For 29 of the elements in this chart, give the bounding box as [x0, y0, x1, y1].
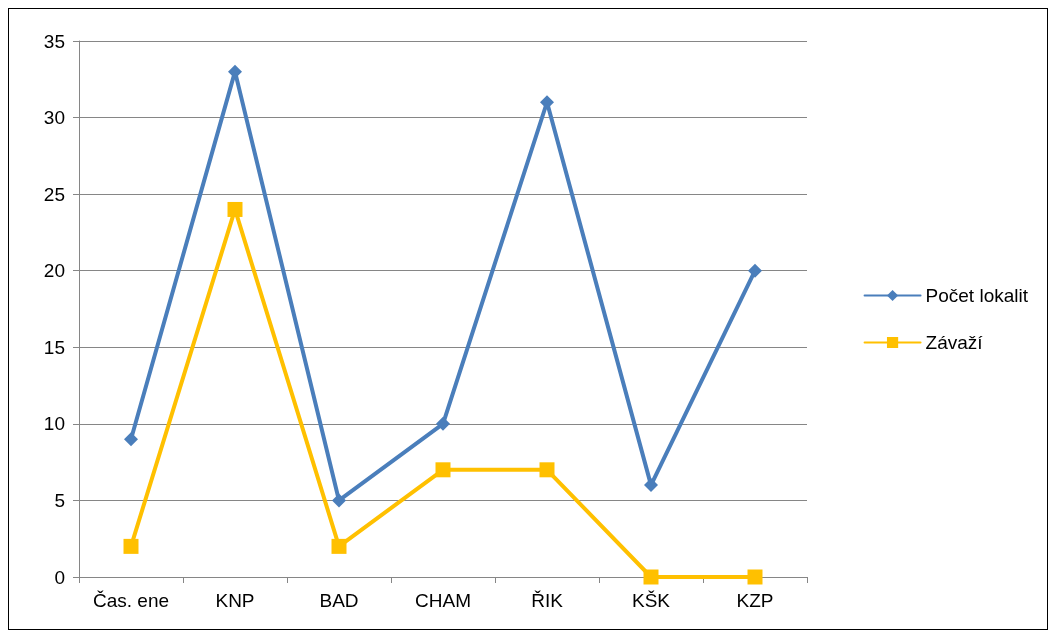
x-tick-label: KNP: [215, 590, 255, 611]
y-tick-label: 20: [43, 260, 65, 282]
point: [332, 493, 346, 508]
y-tick-label: 35: [43, 30, 65, 52]
point: [435, 462, 451, 478]
y-tick-label: 15: [43, 336, 65, 358]
x-tick-label: KŠK: [631, 590, 671, 611]
y-tick-label: 10: [43, 413, 65, 435]
point: [227, 201, 243, 217]
point: [748, 263, 762, 278]
y-tick-label: 0: [54, 566, 65, 588]
legend-label: Závaží: [925, 332, 984, 353]
y-tick-label: 30: [43, 107, 65, 129]
point: [747, 569, 763, 585]
point: [436, 416, 450, 431]
point: [124, 432, 138, 447]
y-tick-label: 25: [43, 183, 65, 205]
x-tick-label: CHAM: [415, 590, 471, 611]
x-tick-label: KZP: [736, 590, 774, 611]
x-tick-label: ŘIK: [531, 590, 564, 611]
point: [644, 478, 658, 493]
point: [643, 569, 659, 585]
x-tick-label: Čas. ene: [92, 590, 170, 611]
point: [331, 538, 347, 554]
point: [539, 462, 555, 478]
x-tick-label: BAD: [319, 590, 359, 611]
point: [123, 538, 139, 554]
y-tick-label: 5: [54, 489, 65, 511]
legend-label: Počet lokalit: [925, 285, 1029, 306]
